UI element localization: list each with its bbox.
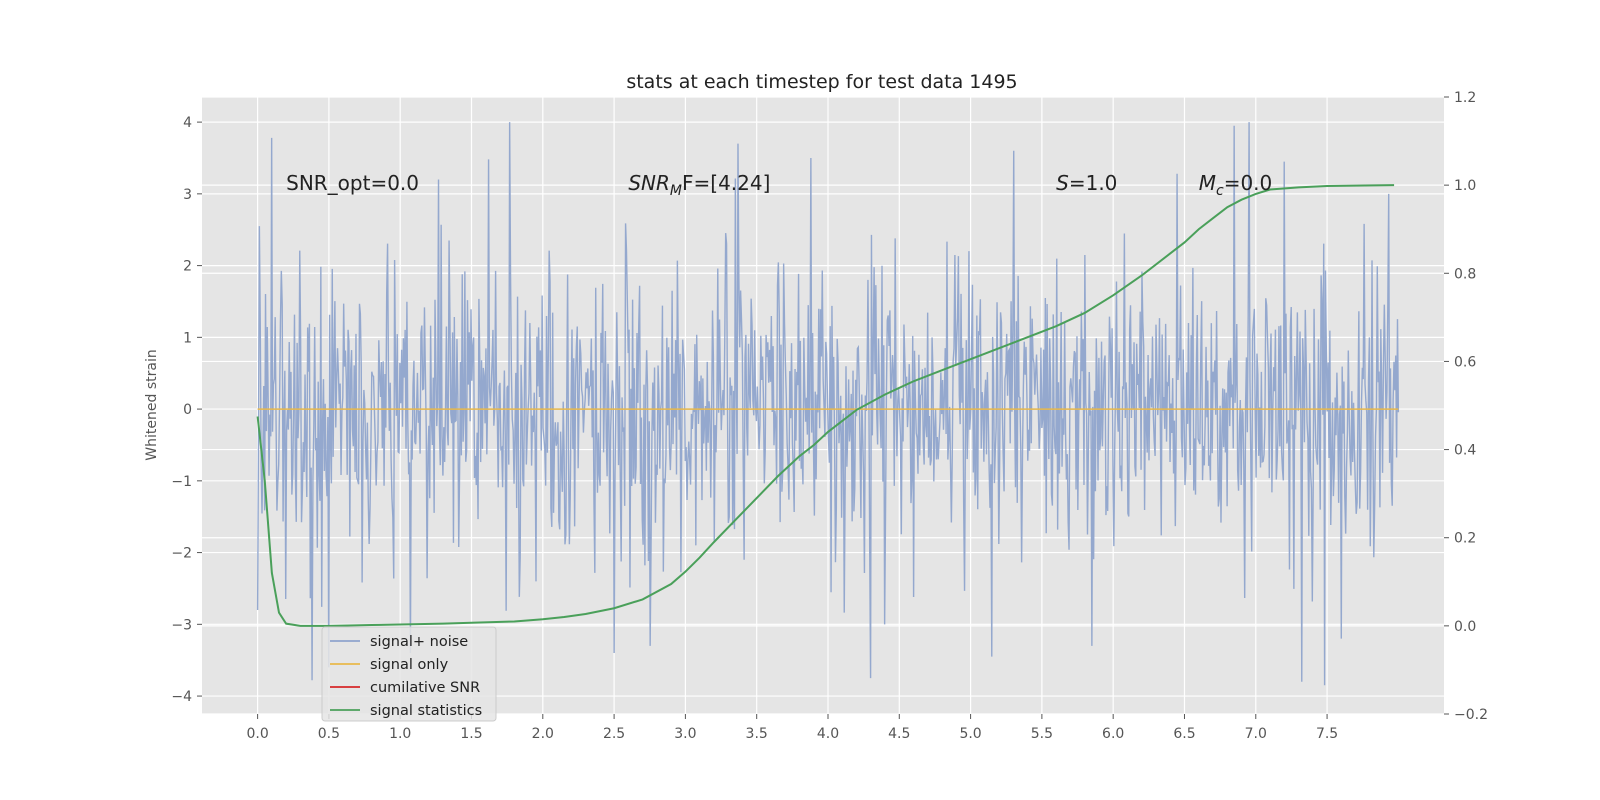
legend-label: signal only	[370, 657, 449, 673]
x-tick-label: 5.5	[1031, 726, 1053, 742]
annotation-sub: c	[1216, 183, 1224, 199]
line-series	[256, 184, 1399, 627]
y-tick-label: 0	[183, 402, 192, 418]
annotation-1: SNRMF=[4.24]	[628, 171, 770, 199]
x-tick-label: 3.0	[674, 726, 696, 742]
x-tick-label: 6.0	[1102, 726, 1124, 742]
y-tick-label: −2	[171, 546, 192, 562]
y2-tick-label: 1.2	[1454, 90, 1476, 106]
signal-noise-series	[256, 122, 1400, 686]
annotation-main: M	[1199, 171, 1216, 195]
annotations: SNR_opt=0.0 SNRMF=[4.24] S=1.0 Mc=0.0	[286, 171, 1272, 199]
y2-tick-label: 1.0	[1454, 178, 1476, 194]
annotation-main: S	[1056, 171, 1069, 195]
annotation-rest: =1.0	[1069, 171, 1118, 195]
annotation-0: SNR_opt=0.0	[286, 171, 419, 195]
annotation-rest: =0.0	[1224, 171, 1273, 195]
x-tick-label: 3.5	[746, 726, 768, 742]
chart-title: stats at each timestep for test data 149…	[626, 71, 1017, 93]
series-signal-noise-line	[256, 122, 1400, 686]
x-tick-label: 2.5	[603, 726, 625, 742]
annotation-main: SNR	[628, 171, 670, 195]
y-tick-label: −3	[171, 617, 192, 633]
annotation-2: S=1.0	[1056, 171, 1117, 195]
x-tick-label: 2.0	[532, 726, 554, 742]
y-axis-label: Whitened strain	[144, 349, 160, 460]
y-tick-label: −4	[171, 689, 192, 705]
series-signal-statistics-line	[256, 184, 1395, 627]
y-tick-label: 4	[183, 115, 192, 131]
y-tick-label: 3	[183, 187, 192, 203]
x-tick-label: 1.0	[389, 726, 411, 742]
legend-label: signal+ noise	[370, 634, 468, 650]
y2-tick-label: 0.6	[1454, 354, 1476, 370]
y-tick-label: −1	[171, 474, 192, 490]
x-tick-label: 7.0	[1245, 726, 1267, 742]
x-tick-label: 4.5	[888, 726, 910, 742]
y2-tick-label: 0.0	[1454, 619, 1476, 635]
y2-tick-label: 0.4	[1454, 443, 1476, 459]
legend-box	[321, 626, 497, 722]
x-tick-label: 0.5	[318, 726, 340, 742]
x-tick-label: 0.0	[246, 726, 268, 742]
annotation-rest: F=[4.24]	[682, 171, 770, 195]
y-tick-label: 2	[183, 259, 192, 275]
y-tick-label: 1	[183, 330, 192, 346]
y2-tick-label: 0.8	[1454, 266, 1476, 282]
y2-tick-label: 0.2	[1454, 531, 1476, 547]
annotation-sub: M	[670, 183, 682, 199]
x-tick-label: 5.0	[959, 726, 981, 742]
annotation-3: Mc=0.0	[1199, 171, 1273, 199]
x-tick-label: 7.5	[1316, 726, 1338, 742]
legend-label: signal statistics	[370, 703, 482, 719]
legend: signal+ noise signal only cumilative SNR si…	[321, 626, 497, 722]
x-tick-label: 1.5	[460, 726, 482, 742]
x-tick-label: 6.5	[1173, 726, 1195, 742]
axes: 0.0 0.5 1.0 1.5 2.0 2.5 3.0 3.5 4.0 4.5 5.0 5.5 6.0 6…	[171, 90, 1488, 742]
x-tick-label: 4.0	[817, 726, 839, 742]
y2-tick-label: −0.2	[1454, 707, 1488, 723]
legend-label: cumilative SNR	[370, 680, 480, 696]
